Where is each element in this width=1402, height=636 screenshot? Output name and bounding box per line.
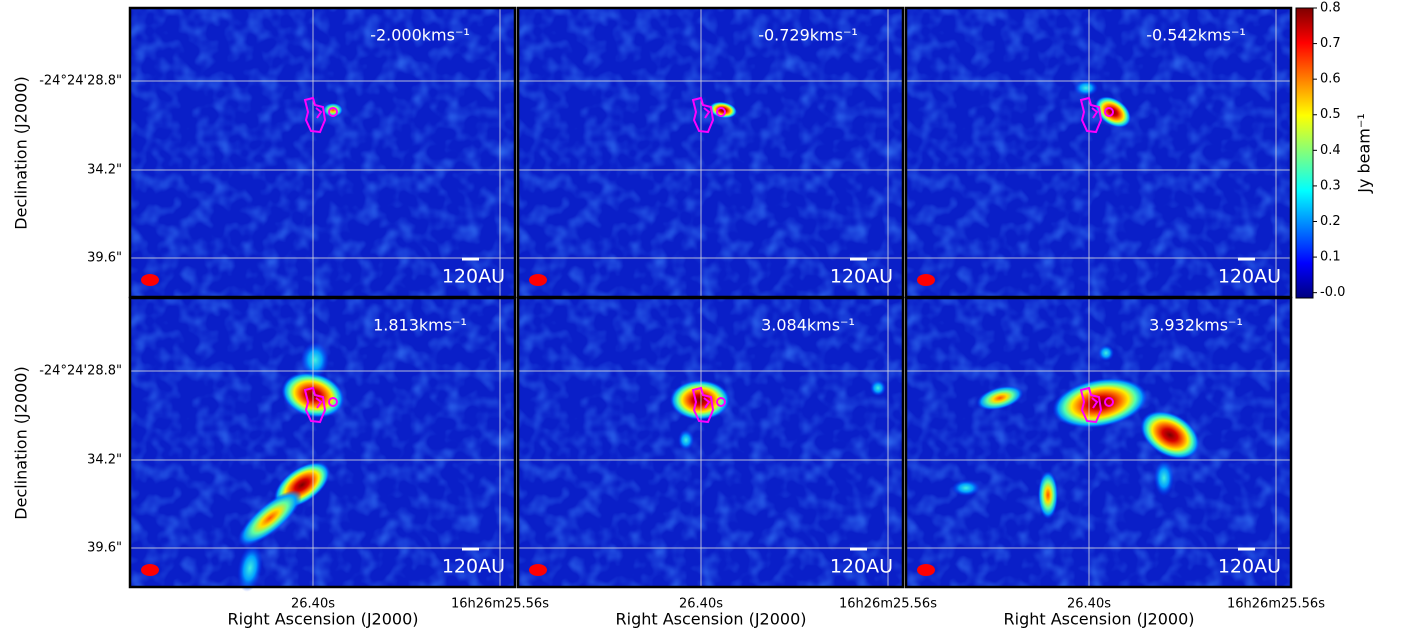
emission (1154, 460, 1174, 496)
noise (518, 298, 903, 587)
colorbar (1295, 7, 1314, 299)
x-tick-label: 26.40s (679, 597, 723, 612)
velocity-label: 3.932kms⁻¹ (1149, 316, 1243, 335)
panel: 120AU -0.542kms⁻¹ (904, 6, 1293, 299)
contour (691, 96, 715, 134)
colorbar-tick-label: 0.7 (1320, 36, 1341, 51)
contour (1104, 397, 1114, 407)
scale-label: 120AU (442, 556, 505, 578)
contour (328, 107, 338, 117)
emission (709, 101, 737, 119)
scale-label: 120AU (1218, 266, 1281, 288)
panel: 120AU 3.084kms⁻¹ (516, 296, 905, 589)
y-tick-label: -24°24'28.8" (39, 74, 122, 89)
emission (952, 480, 980, 496)
emission (1038, 471, 1058, 519)
contour (1079, 386, 1103, 424)
colorbar-tick-label: 0.2 (1320, 214, 1341, 229)
velocity-label: -2.000kms⁻¹ (370, 26, 470, 45)
y-tick-label: 34.2" (87, 453, 122, 468)
emission (870, 380, 886, 396)
panel-frame (128, 296, 517, 589)
x-axis-label: Right Ascension (J2000) (616, 610, 807, 629)
emission (976, 385, 1024, 411)
y-tick-label: 39.6" (87, 541, 122, 556)
colorbar-tick-label: 0.6 (1320, 72, 1341, 87)
contour (303, 96, 327, 134)
y-tick-label: 34.2" (87, 163, 122, 178)
panel: 120AU -2.000kms⁻¹ (128, 6, 517, 299)
velocity-label: -0.729kms⁻¹ (758, 26, 858, 45)
x-tick-label: 16h26m25.56s (839, 597, 937, 612)
x-tick-label: 16h26m25.56s (1227, 597, 1325, 612)
velocity-label: -0.542kms⁻¹ (1146, 26, 1246, 45)
beam (917, 564, 935, 576)
scale-label: 120AU (830, 556, 893, 578)
contour (716, 107, 726, 117)
x-axis-label: Right Ascension (J2000) (228, 610, 419, 629)
emission (1098, 345, 1114, 361)
colorbar-tick-label: 0.1 (1320, 250, 1341, 265)
y-tick-label: -24°24'28.8" (39, 364, 122, 379)
emission (237, 544, 263, 592)
y-axis-label: Declination (J2000) (12, 76, 31, 229)
beam (529, 274, 547, 286)
x-tick-label: 26.40s (1067, 597, 1111, 612)
beam (529, 564, 547, 576)
noise (906, 8, 1291, 297)
scale-label: 120AU (1218, 556, 1281, 578)
colorbar-label: Jy beam⁻¹ (1355, 113, 1374, 194)
noise (130, 298, 515, 587)
x-tick-label: 26.40s (291, 597, 335, 612)
emission (1074, 80, 1098, 96)
y-axis-label: Declination (J2000) (12, 366, 31, 519)
emission (301, 342, 329, 378)
colorbar-tick-label: 0.4 (1320, 143, 1341, 158)
colorbar-tick-label: 0.3 (1320, 178, 1341, 193)
emission (323, 103, 343, 117)
noise (130, 8, 515, 297)
contour (1104, 107, 1114, 117)
noise (906, 298, 1291, 587)
colorbar-tick-label: 0.8 (1320, 1, 1341, 16)
beam (917, 274, 935, 286)
panel: 120AU 1.813kms⁻¹ (128, 296, 517, 592)
emission (1140, 410, 1200, 460)
panel: 120AU -0.729kms⁻¹ (516, 6, 905, 299)
beam (141, 564, 159, 576)
emission (670, 380, 730, 420)
y-tick-label: 39.6" (87, 251, 122, 266)
x-axis-label: Right Ascension (J2000) (1004, 610, 1195, 629)
beam (141, 274, 159, 286)
panel-frame (904, 296, 1293, 589)
velocity-label: 3.084kms⁻¹ (761, 316, 855, 335)
contour (716, 397, 726, 407)
scale-label: 120AU (830, 266, 893, 288)
contour (1079, 96, 1103, 134)
panel: 120AU 3.932kms⁻¹ (904, 296, 1293, 589)
colorbar-tick-label: 0.5 (1320, 107, 1341, 122)
noise (518, 8, 903, 297)
velocity-label: 1.813kms⁻¹ (373, 316, 467, 335)
emission (678, 430, 694, 450)
panel-frame (516, 296, 905, 589)
emission (238, 490, 302, 546)
contour (303, 386, 327, 424)
scale-label: 120AU (442, 266, 505, 288)
colorbar-tick-label: -0.0 (1320, 285, 1345, 300)
x-tick-label: 16h26m25.56s (451, 597, 549, 612)
contour (691, 386, 715, 424)
contour (328, 397, 338, 407)
